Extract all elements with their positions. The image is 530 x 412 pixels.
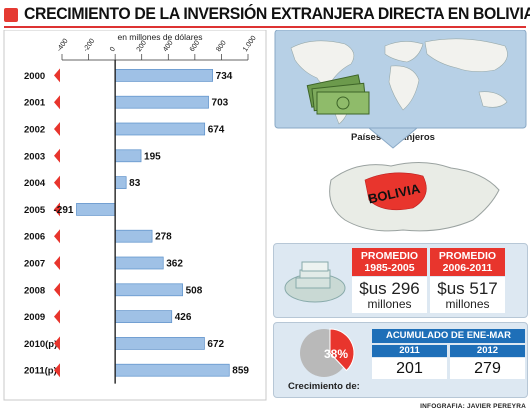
row-arrow-marker: [54, 148, 60, 163]
bar: [114, 69, 214, 82]
bar-value-label: 278: [155, 232, 172, 243]
averages-panel: PROMEDIO 1985-2005 $us 296 millones PROM…: [273, 243, 528, 318]
bar-value-label: 83: [129, 178, 141, 189]
row-arrow-marker: [54, 229, 60, 244]
year-label: 2009: [24, 312, 45, 323]
year-label: 2002: [24, 125, 45, 136]
investment-bar-chart: en millones de dólares-400 -200 0 200 400 600…: [3, 30, 267, 401]
bar-value-label: 859: [232, 366, 249, 377]
coin-stack-icon: [284, 261, 346, 303]
page-title: CRECIMIENTO DE LA INVERSIÓN EXTRANJERA D…: [24, 4, 530, 23]
bar: [114, 363, 230, 377]
bar: [114, 337, 205, 350]
bar-value-label: 195: [144, 151, 161, 162]
year-label: 2010(p): [24, 339, 57, 350]
average-2-unit: millones: [445, 297, 490, 311]
title-rule: [4, 26, 526, 28]
year-label: 2006: [24, 232, 45, 243]
year-label: 2011(p): [24, 366, 57, 377]
average-1-header: PROMEDIO 1985-2005: [352, 248, 427, 276]
row-arrow-marker: [54, 95, 60, 110]
year-label: 2003: [24, 151, 45, 162]
row-arrow-marker: [54, 282, 60, 297]
infographic-credit: INFOGRAFIA: JAVIER PEREYRA: [420, 403, 526, 410]
bar: [114, 149, 142, 163]
accumulated-year-2: 2012: [450, 345, 525, 357]
row-arrow-marker: [54, 363, 60, 378]
chart-unit-label: en millones de dólares: [117, 32, 202, 42]
average-2-title: PROMEDIO: [438, 250, 497, 262]
year-label: 2000: [24, 71, 45, 82]
accumulated-year-1: 2011: [372, 345, 447, 357]
bar: [114, 283, 183, 297]
row-arrow-marker: [54, 68, 60, 83]
money-stack-icon: [306, 74, 370, 115]
average-2-range: 2006-2011: [442, 262, 493, 274]
row-arrow-marker: [54, 122, 60, 136]
year-label: 2008: [24, 285, 45, 296]
pie-growth-slice: [329, 328, 355, 372]
bar: [114, 176, 127, 189]
average-1-range: 1985-2005: [364, 262, 415, 274]
bar-value-label: 508: [186, 285, 203, 296]
x-tick-label: 0: [109, 46, 117, 53]
bar: [114, 310, 173, 323]
bar-value-label: 362: [166, 259, 183, 270]
average-1-title: PROMEDIO: [360, 250, 419, 262]
year-label: 2005: [24, 205, 46, 216]
average-2-header: PROMEDIO 2006-2011: [430, 248, 505, 276]
bar: [114, 256, 164, 270]
accumulated-title: ACUMULADO DE ENE-MAR: [372, 329, 525, 343]
accumulated-value-1: 201: [372, 358, 447, 379]
growth-pie: 38%: [300, 328, 355, 377]
growth-percent-label: 38%: [324, 347, 348, 361]
bar-value-label: -291: [53, 205, 73, 216]
average-2-amount: $us 517: [437, 279, 498, 298]
bar-value-label: 674: [208, 125, 225, 136]
bar: [76, 203, 116, 216]
average-2-value: $us 517 millones: [430, 277, 505, 313]
bar-value-label: 703: [212, 98, 229, 109]
bar: [114, 229, 153, 243]
year-label: 2007: [24, 259, 45, 270]
row-arrow-marker: [54, 175, 60, 190]
growth-label: Crecimiento de:: [288, 381, 360, 392]
bar-value-label: 734: [216, 71, 233, 82]
world-map-illustration: Países extranjeros BOLIVIA: [274, 30, 527, 232]
bar-value-label: 672: [207, 339, 224, 350]
bar: [114, 95, 209, 109]
row-arrow-marker: [54, 309, 60, 324]
year-label: 2001: [24, 98, 46, 109]
title-marker: [4, 8, 18, 22]
average-1-unit: millones: [367, 297, 412, 311]
accumulated-panel: 38% Crecimiento de: ACUMULADO DE ENE-MAR…: [273, 322, 528, 398]
bar-value-label: 426: [175, 312, 192, 323]
average-1-value: $us 296 millones: [352, 277, 427, 313]
accumulated-value-2: 279: [450, 358, 525, 379]
row-arrow-marker: [54, 202, 60, 217]
bar: [114, 122, 206, 136]
row-arrow-marker: [54, 256, 60, 270]
row-arrow-marker: [54, 336, 60, 351]
average-1-amount: $us 296: [359, 279, 420, 298]
year-label: 2004: [24, 178, 46, 189]
